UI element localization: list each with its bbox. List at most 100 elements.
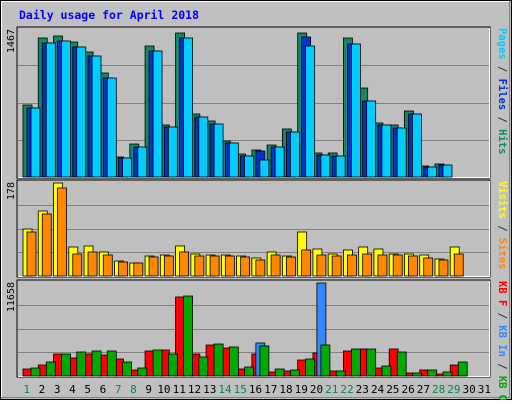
x-label-day-10: 10 bbox=[157, 383, 170, 396]
bar-sites-day-15 bbox=[240, 256, 251, 277]
bar-pages-day-3 bbox=[61, 40, 71, 178]
x-label-day-26: 26 bbox=[401, 383, 414, 396]
x-label-day-29: 29 bbox=[447, 383, 460, 396]
bar-kb-out-day-21 bbox=[335, 370, 346, 377]
bar-sites-day-23 bbox=[362, 253, 373, 277]
x-axis-labels: 1 2 3 4 5 6 7 8 9 10 11 12 13 14 15 16 17 18 19 20 21 22 23 24 2… bbox=[23, 383, 491, 396]
bar-sites-day-11 bbox=[179, 251, 189, 277]
legend-separator: / bbox=[496, 219, 508, 238]
bar-kb-out-day-18 bbox=[289, 369, 300, 377]
legend-item: Sites bbox=[496, 238, 508, 270]
x-label-day-22: 22 bbox=[340, 383, 353, 396]
bar-pages-day-26 bbox=[412, 113, 422, 178]
x-label-day-25: 25 bbox=[386, 383, 399, 396]
bar-pages-day-9 bbox=[152, 50, 163, 178]
bar-pages-day-8 bbox=[137, 146, 148, 178]
legend-item: Hits bbox=[496, 129, 508, 154]
bar-kb-out-day-4 bbox=[76, 351, 87, 377]
bar-kb-out-day-3 bbox=[61, 353, 71, 377]
x-label-day-6: 6 bbox=[100, 383, 107, 396]
panel-middle: 178 Visits / Sites bbox=[6, 179, 508, 278]
bar-pages-day-17 bbox=[274, 146, 285, 178]
bar-sites-day-22 bbox=[347, 254, 357, 277]
x-label-day-9: 9 bbox=[145, 383, 152, 396]
x-label-day-21: 21 bbox=[325, 383, 338, 396]
bar-kb-out-day-13 bbox=[213, 343, 224, 377]
x-label-day-2: 2 bbox=[39, 383, 46, 396]
bar-pages-day-7 bbox=[122, 157, 132, 178]
legend-item: KB F bbox=[496, 281, 508, 306]
bar-pages-day-2 bbox=[45, 42, 56, 178]
bar-kb-out-day-1 bbox=[30, 367, 41, 377]
bar-kb-out-day-24 bbox=[381, 365, 392, 377]
panel-max-label: 178 bbox=[6, 182, 17, 200]
legend-separator: / bbox=[496, 357, 508, 376]
bar-pages-day-11 bbox=[183, 37, 193, 178]
x-label-day-11: 11 bbox=[173, 383, 186, 396]
legend-separator: / bbox=[496, 110, 508, 129]
bar-pages-day-18 bbox=[289, 131, 300, 178]
bar-pages-day-5 bbox=[91, 55, 102, 178]
x-label-day-20: 20 bbox=[310, 383, 323, 396]
legend-item: KB Out bbox=[496, 376, 508, 400]
bar-sites-day-2 bbox=[41, 213, 52, 277]
bar-kb-out-day-22 bbox=[351, 348, 361, 377]
x-label-day-4: 4 bbox=[69, 383, 76, 396]
bar-sites-day-17 bbox=[270, 254, 281, 277]
bar-pages-day-27 bbox=[427, 166, 438, 178]
bar-kb-out-day-29 bbox=[457, 361, 468, 377]
legend-separator: / bbox=[496, 60, 508, 79]
bar-pages-day-24 bbox=[381, 124, 392, 178]
bar-kb-out-day-7 bbox=[122, 361, 132, 377]
bar-sites-day-14 bbox=[224, 255, 235, 277]
bar-sites-day-24 bbox=[377, 254, 388, 277]
bar-pages-day-6 bbox=[106, 77, 117, 178]
bar-pages-day-15 bbox=[244, 155, 255, 178]
bar-sites-day-6 bbox=[102, 254, 113, 277]
bar-kb-out-day-14 bbox=[228, 346, 239, 377]
legend-item: Files bbox=[496, 79, 508, 111]
x-label-day-13: 13 bbox=[203, 383, 216, 396]
x-label-day-31: 31 bbox=[478, 383, 491, 396]
bar-sites-day-10 bbox=[163, 255, 174, 277]
bar-sites-day-5 bbox=[87, 251, 98, 277]
bar-sites-day-18 bbox=[285, 256, 296, 277]
x-label-day-30: 30 bbox=[462, 383, 475, 396]
bar-sites-day-28 bbox=[438, 259, 449, 277]
panel-max-label: 11658 bbox=[6, 282, 17, 312]
bar-pages-day-14 bbox=[228, 142, 239, 178]
bar-sites-day-13 bbox=[209, 255, 220, 277]
x-label-day-18: 18 bbox=[279, 383, 292, 396]
bar-pages-day-10 bbox=[167, 126, 178, 178]
bar-pages-day-1 bbox=[30, 107, 41, 178]
bar-kb-out-day-28 bbox=[442, 371, 453, 377]
bar-sites-day-16 bbox=[255, 259, 266, 277]
bar-kb-out-day-23 bbox=[366, 348, 377, 377]
x-label-day-15: 15 bbox=[234, 383, 247, 396]
x-label-day-8: 8 bbox=[130, 383, 137, 396]
bar-sites-day-19 bbox=[301, 249, 312, 277]
bar-kb-out-day-19 bbox=[305, 358, 316, 377]
panel-bars bbox=[22, 282, 468, 377]
bar-kb-out-day-15 bbox=[244, 366, 255, 377]
bar-sites-day-12 bbox=[194, 255, 205, 277]
bar-sites-day-9 bbox=[148, 256, 159, 277]
bar-pages-day-4 bbox=[76, 46, 87, 178]
legend-separator: / bbox=[496, 306, 508, 325]
x-label-day-3: 3 bbox=[54, 383, 61, 396]
panel-top: 1467 Pages / Files / Hits bbox=[6, 26, 508, 179]
x-label-day-17: 17 bbox=[264, 383, 277, 396]
x-label-day-19: 19 bbox=[295, 383, 308, 396]
bar-pages-day-28 bbox=[442, 164, 453, 178]
bar-sites-day-21 bbox=[331, 255, 342, 277]
bar-sites-day-8 bbox=[133, 262, 144, 277]
legend-item: KB In bbox=[496, 325, 508, 357]
bar-pages-day-21 bbox=[335, 155, 346, 178]
chart-title: Daily usage for April 2018 bbox=[19, 8, 199, 22]
x-label-day-16: 16 bbox=[249, 383, 262, 396]
x-label-day-28: 28 bbox=[432, 383, 445, 396]
bar-kb-out-day-27 bbox=[427, 369, 438, 377]
bar-sites-day-29 bbox=[453, 253, 464, 277]
